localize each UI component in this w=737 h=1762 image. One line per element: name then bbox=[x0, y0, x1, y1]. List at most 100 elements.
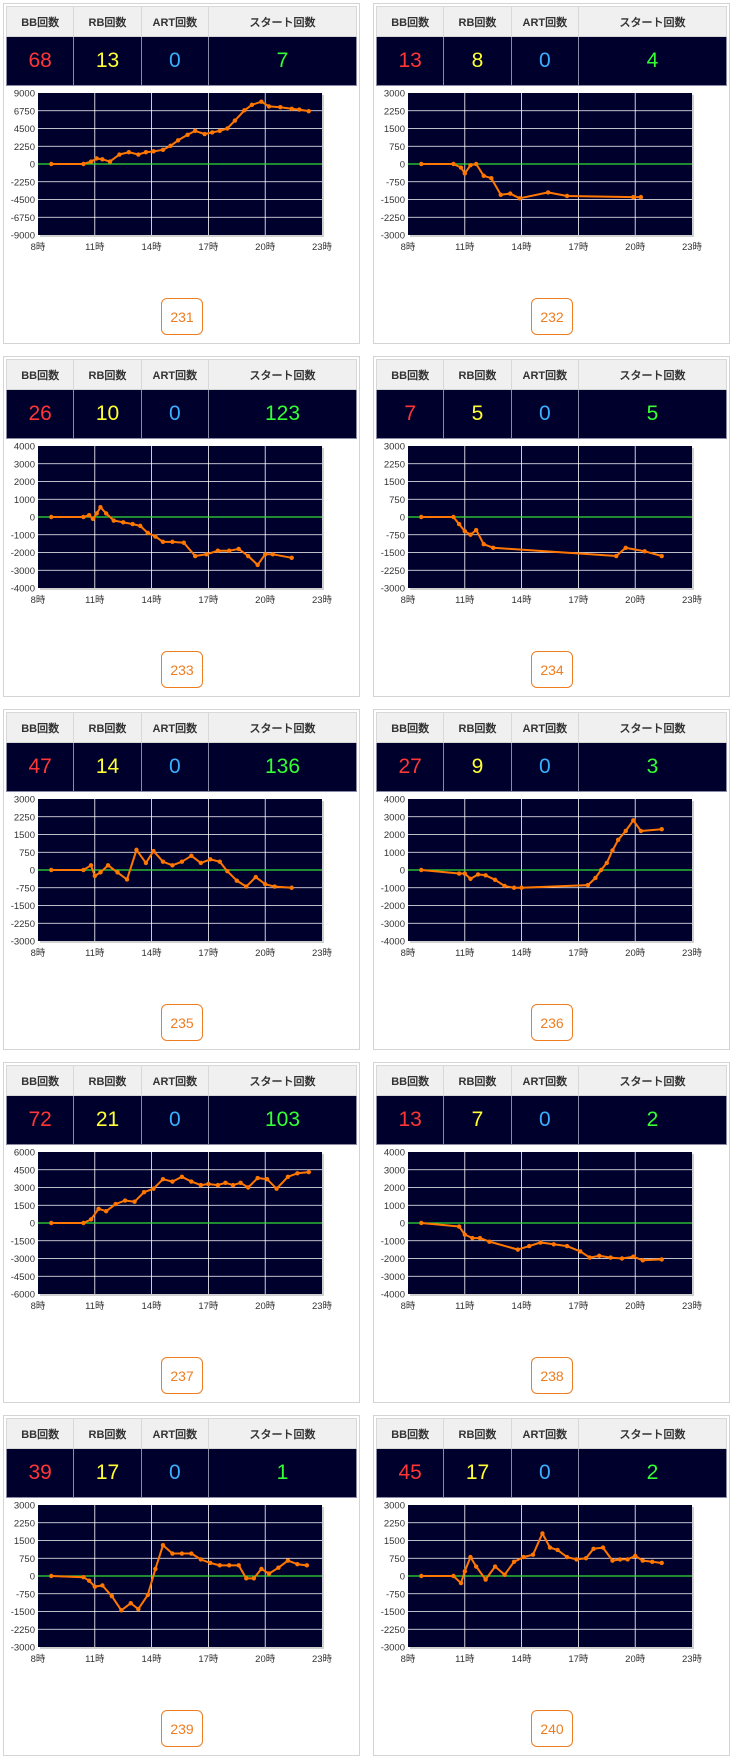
y-tick-label: 3000 bbox=[384, 443, 405, 453]
machine-number-button[interactable]: 232 bbox=[531, 298, 573, 335]
x-tick-label: 11時 bbox=[455, 595, 475, 606]
x-tick-label: 17時 bbox=[568, 595, 589, 606]
start-count: 136 bbox=[208, 742, 357, 792]
machine-card: BB回数 RB回数 ART回数 スタート回数 72 21 0 103 6000 4… bbox=[3, 1062, 360, 1403]
machine-card: BB回数 RB回数 ART回数 スタート回数 26 10 0 123 4000 3… bbox=[3, 356, 360, 697]
x-tick-label: 11時 bbox=[455, 242, 475, 253]
data-point bbox=[483, 1577, 488, 1582]
data-point bbox=[245, 553, 251, 559]
data-point bbox=[170, 1179, 175, 1184]
data-point bbox=[107, 159, 113, 164]
data-point bbox=[638, 194, 644, 200]
data-point bbox=[160, 539, 166, 545]
data-point bbox=[168, 143, 173, 149]
data-point bbox=[473, 527, 479, 533]
y-tick-label: -3000 bbox=[381, 1272, 405, 1283]
data-point bbox=[217, 128, 222, 134]
x-tick-label: 11時 bbox=[85, 1654, 105, 1665]
rb-header: RB回数 bbox=[73, 1417, 142, 1450]
data-point bbox=[585, 882, 591, 888]
x-tick-label: 23時 bbox=[682, 242, 703, 253]
y-tick-label: 1500 bbox=[14, 1536, 35, 1547]
bb-header: BB回数 bbox=[375, 711, 445, 744]
data-point bbox=[86, 513, 92, 518]
data-point bbox=[659, 553, 664, 559]
x-tick-label: 11時 bbox=[455, 1301, 475, 1312]
bb-header: BB回数 bbox=[5, 711, 75, 744]
data-point bbox=[249, 102, 255, 108]
data-point bbox=[238, 1180, 243, 1185]
x-tick-label: 17時 bbox=[198, 1301, 219, 1312]
machine-number-button[interactable]: 239 bbox=[161, 1710, 203, 1747]
data-point bbox=[236, 546, 241, 552]
data-point bbox=[81, 1220, 86, 1226]
y-tick-label: 1500 bbox=[14, 1201, 35, 1212]
start-header: スタート回数 bbox=[578, 711, 727, 744]
data-point bbox=[198, 1182, 204, 1188]
y-tick-label: 1500 bbox=[384, 477, 405, 488]
data-point bbox=[88, 863, 94, 868]
y-tick-label: 3000 bbox=[384, 812, 405, 823]
machine-number-button[interactable]: 240 bbox=[531, 1710, 573, 1747]
data-point bbox=[170, 863, 175, 868]
y-tick-label: 1000 bbox=[384, 848, 405, 859]
start-count: 3 bbox=[578, 742, 727, 792]
machine-number-button[interactable]: 237 bbox=[161, 1357, 203, 1394]
data-point bbox=[192, 553, 198, 559]
data-point bbox=[81, 514, 86, 520]
machine-number-button[interactable]: 234 bbox=[531, 651, 573, 688]
data-point bbox=[81, 161, 86, 167]
machine-number-button[interactable]: 235 bbox=[161, 1004, 203, 1041]
data-point bbox=[419, 514, 424, 520]
machine-card: BB回数 RB回数 ART回数 スタート回数 13 7 0 2 4000 3000… bbox=[373, 1062, 730, 1403]
bb-count: 13 bbox=[375, 36, 445, 86]
machine-card: BB回数 RB回数 ART回数 スタート回数 7 5 0 5 3000 2250 1… bbox=[373, 356, 730, 697]
data-point bbox=[640, 1258, 645, 1263]
data-point bbox=[145, 1592, 151, 1598]
data-point bbox=[170, 1551, 175, 1556]
data-point bbox=[153, 1566, 158, 1572]
y-tick-label: 0 bbox=[30, 513, 35, 524]
y-tick-label: 2250 bbox=[384, 106, 405, 117]
data-point bbox=[289, 885, 294, 890]
machine-number-button[interactable]: 233 bbox=[161, 651, 203, 688]
data-point bbox=[468, 162, 473, 168]
y-tick-label: 0 bbox=[30, 160, 35, 171]
art-count: 0 bbox=[510, 1095, 580, 1145]
art-header: ART回数 bbox=[510, 1064, 580, 1097]
x-tick-label: 14時 bbox=[142, 595, 163, 606]
y-tick-label: 9000 bbox=[14, 90, 35, 100]
x-tick-label: 11時 bbox=[455, 948, 475, 959]
data-point bbox=[468, 1554, 473, 1560]
y-tick-label: -3000 bbox=[381, 1643, 405, 1654]
x-tick-label: 23時 bbox=[682, 1301, 703, 1312]
machine-number-button[interactable]: 231 bbox=[161, 298, 203, 335]
rb-header: RB回数 bbox=[73, 1064, 142, 1097]
y-tick-label: 0 bbox=[400, 160, 405, 171]
data-point bbox=[263, 552, 268, 557]
data-point bbox=[189, 1551, 194, 1556]
data-point bbox=[419, 1220, 424, 1226]
machine-number-button[interactable]: 238 bbox=[531, 1357, 573, 1394]
data-point bbox=[124, 877, 130, 882]
data-point bbox=[208, 857, 213, 862]
data-point bbox=[631, 818, 636, 823]
data-point bbox=[555, 1547, 560, 1553]
x-tick-label: 14時 bbox=[512, 595, 533, 606]
machine-number-button[interactable]: 236 bbox=[531, 1004, 573, 1041]
data-point bbox=[98, 870, 103, 875]
y-tick-label: 1000 bbox=[384, 1201, 405, 1212]
y-tick-label: -3000 bbox=[381, 584, 405, 595]
x-tick-label: 8時 bbox=[401, 1301, 416, 1312]
data-point bbox=[160, 1177, 166, 1182]
x-tick-label: 8時 bbox=[31, 948, 46, 959]
data-point bbox=[487, 1239, 492, 1244]
data-point bbox=[456, 1224, 462, 1229]
art-count: 0 bbox=[140, 1095, 210, 1145]
y-tick-label: 1500 bbox=[384, 124, 405, 135]
x-tick-label: 17時 bbox=[198, 948, 219, 959]
rb-header: RB回数 bbox=[443, 1064, 512, 1097]
data-point bbox=[502, 1572, 507, 1578]
bb-count: 27 bbox=[375, 742, 445, 792]
